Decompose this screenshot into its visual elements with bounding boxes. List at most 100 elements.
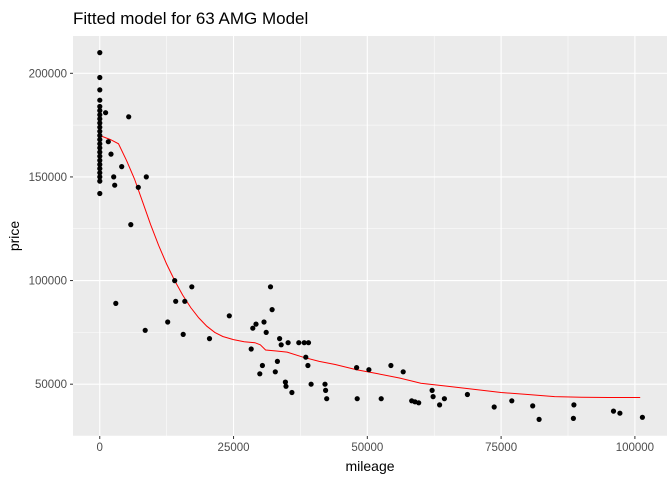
data-point [97, 161, 103, 168]
data-point [441, 396, 447, 402]
data-point [97, 157, 103, 163]
data-point [610, 408, 617, 414]
data-point [248, 346, 254, 352]
data-point [272, 369, 278, 375]
data-point [173, 298, 179, 304]
x-tick-label: 0 [97, 442, 103, 454]
data-point [301, 340, 307, 346]
data-point [277, 336, 283, 342]
data-point [322, 381, 328, 387]
x-tick-label: 25000 [218, 442, 250, 454]
data-point [437, 402, 443, 408]
data-point [97, 170, 103, 176]
data-point [172, 278, 178, 284]
data-point [378, 396, 384, 402]
data-point [97, 149, 103, 155]
data-point [429, 387, 435, 393]
data-point [253, 321, 259, 327]
data-point [182, 298, 188, 304]
data-point [126, 114, 132, 120]
data-point [97, 137, 103, 143]
data-point [259, 362, 265, 369]
data-point [97, 153, 103, 159]
data-point [97, 132, 103, 139]
data-point [143, 174, 149, 180]
data-point [261, 319, 267, 325]
data-point [103, 110, 109, 116]
data-point [189, 284, 195, 290]
data-point [536, 416, 542, 422]
data-point [282, 379, 288, 385]
data-point [274, 358, 280, 364]
data-point [416, 400, 422, 406]
x-tick-label: 50000 [351, 442, 383, 454]
data-point [366, 367, 372, 373]
data-point [354, 396, 360, 402]
data-point [324, 396, 330, 402]
data-point [97, 116, 103, 122]
data-point [530, 403, 536, 409]
chart-title: Fitted model for 63 AMG Model [73, 9, 308, 28]
data-point [400, 369, 406, 375]
data-point [97, 145, 103, 151]
x-tick-label: 100000 [616, 442, 654, 454]
data-point [283, 383, 289, 389]
data-point [289, 389, 295, 396]
data-point [111, 174, 117, 180]
data-point [571, 402, 577, 408]
data-point [165, 319, 171, 325]
data-point [305, 340, 312, 346]
data-point [430, 394, 436, 400]
data-point [285, 340, 291, 346]
data-point [509, 398, 515, 404]
data-point [97, 141, 103, 147]
data-point [180, 331, 186, 337]
data-points [97, 50, 646, 422]
y-tick-label: 50000 [35, 379, 67, 391]
y-axis-title: price [6, 221, 22, 252]
data-point [97, 124, 103, 130]
data-point [263, 329, 269, 335]
y-tick-label: 150000 [29, 172, 67, 184]
data-point [305, 362, 311, 369]
data-point [269, 307, 275, 313]
data-point [128, 222, 134, 228]
data-point [323, 387, 329, 393]
data-point [97, 97, 103, 103]
data-point [97, 128, 103, 134]
data-point [105, 139, 111, 145]
data-point [97, 120, 103, 126]
data-point [97, 108, 103, 114]
fitted-model-line [99, 135, 641, 398]
data-point [112, 182, 118, 188]
plot-panel [73, 36, 667, 436]
data-point [639, 414, 646, 420]
data-point [303, 354, 309, 360]
data-point [617, 410, 623, 416]
data-point [97, 103, 103, 110]
data-point [308, 381, 314, 387]
data-point [119, 164, 125, 170]
data-point [97, 74, 103, 81]
y-tick-label: 200000 [29, 68, 67, 80]
data-point [250, 325, 256, 331]
data-point [108, 151, 114, 157]
data-point [97, 174, 103, 180]
data-point [267, 284, 274, 290]
data-point [97, 87, 103, 93]
data-point [464, 391, 470, 398]
data-point [354, 365, 360, 371]
y-axis-ticks: 50000 100000 150000 200000 [29, 68, 73, 391]
data-point [135, 184, 141, 190]
data-point [97, 178, 103, 184]
data-point [388, 362, 394, 369]
data-point [97, 166, 103, 172]
x-tick-label: 75000 [485, 442, 517, 454]
data-point [113, 300, 119, 306]
x-axis-title: mileage [345, 458, 394, 474]
data-point [226, 313, 232, 319]
data-point [278, 342, 284, 348]
data-point [257, 371, 263, 377]
data-point [491, 404, 497, 410]
